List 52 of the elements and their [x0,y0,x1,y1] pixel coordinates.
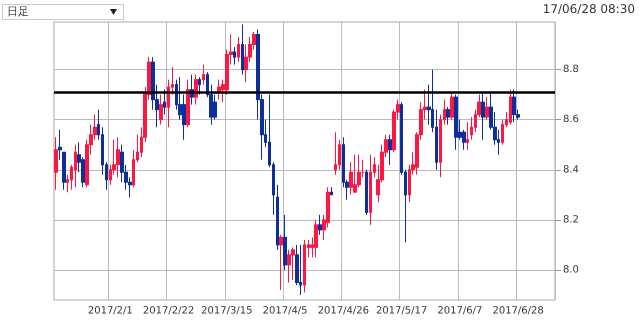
candlestick [485,96,489,120]
candlestick [217,79,221,100]
candlestick [330,186,333,196]
text: 17/06/28 08:30 [542,2,635,16]
y-tick-label: 8.8 [563,64,579,76]
x-tick-label: 2017/4/26 [318,306,369,316]
candlestick [283,214,287,270]
x-tick-label: 2017/6/28 [492,306,544,316]
x-tick-label: 2017/4/5 [262,306,308,316]
candlestick [279,234,283,290]
candlestick [62,152,66,190]
candlestick [237,36,240,63]
candlestick [198,76,201,96]
candlestick [466,122,469,150]
candlestick [241,24,244,76]
candlestick [388,134,392,166]
y-tick-label: 8.4 [563,164,579,176]
x-tick-label: 2017/2/1 [88,306,133,316]
candlestick [159,94,163,126]
candlestick [303,239,306,293]
candlestick [481,92,485,140]
candlestick [334,132,337,176]
candlestick [58,129,62,160]
candlestick [353,154,357,193]
candlestick [318,214,322,236]
x-tick-label: 2017/2/22 [142,306,194,316]
x-tick-label: 2017/3/15 [201,306,252,316]
candlestick [446,106,450,126]
candlestick [54,136,58,190]
candlestick [365,169,368,216]
candlestick [276,184,279,250]
candlestick [163,89,166,116]
candlestick [291,246,295,280]
y-tick-label: 8.0 [563,264,579,276]
candlestick [512,89,516,123]
y-tick-label: 8.6 [563,114,579,126]
dropdown: 日足 [2,4,124,20]
candlestick [509,89,512,126]
x-tick-label: 2017/6/7 [437,306,482,316]
candlestick [74,144,77,188]
candlestick [202,64,205,86]
candlestick [116,136,120,178]
candlestick [299,244,302,296]
x-tick-label: 2017/5/17 [376,306,428,316]
candlestick [186,79,190,128]
candlestick [450,92,454,120]
candlestick [369,154,372,226]
y-tick-label: 8.2 [563,214,579,226]
candlestick [454,94,458,150]
candlestick [314,219,318,258]
candlestick [287,249,291,283]
candlestick [233,46,236,66]
